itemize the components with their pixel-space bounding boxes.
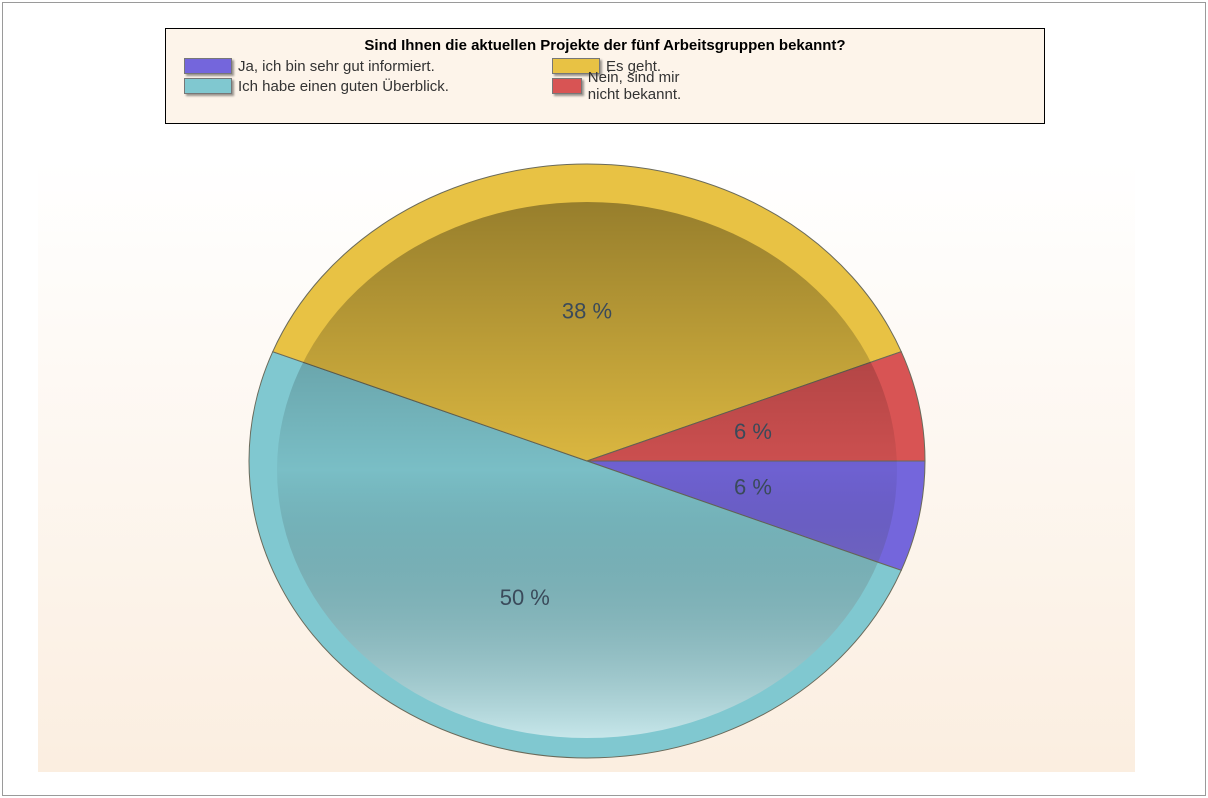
legend-swatch [552,58,600,74]
data-label: 6 % [734,419,772,444]
legend-swatch [184,78,232,94]
legend-item: Nein, sind mir nicht bekannt. [552,69,702,103]
legend-item: Es geht. [552,56,702,76]
chart-title: Sind Ihnen die aktuellen Projekte der fü… [364,37,846,54]
data-label: 50 % [500,585,550,610]
legend-label: Nein, sind mir nicht bekannt. [587,69,682,103]
legend: Sind Ihnen die aktuellen Projekte der fü… [165,28,1045,124]
data-label: 6 % [734,475,772,500]
legend-swatch [552,78,582,94]
legend-swatch [184,58,232,74]
legend-item: Ja, ich bin sehr gut informiert. [184,56,552,76]
data-label: 38 % [562,298,612,323]
legend-label: Es geht. [606,57,662,75]
legend-label: Ja, ich bin sehr gut informiert. [238,57,435,75]
legend-item: Ich habe einen guten Überblick. [184,76,552,96]
legend-label: Ich habe einen guten Überblick. [238,77,449,95]
legend-items: Ja, ich bin sehr gut informiert. Ich habe… [184,56,1044,103]
